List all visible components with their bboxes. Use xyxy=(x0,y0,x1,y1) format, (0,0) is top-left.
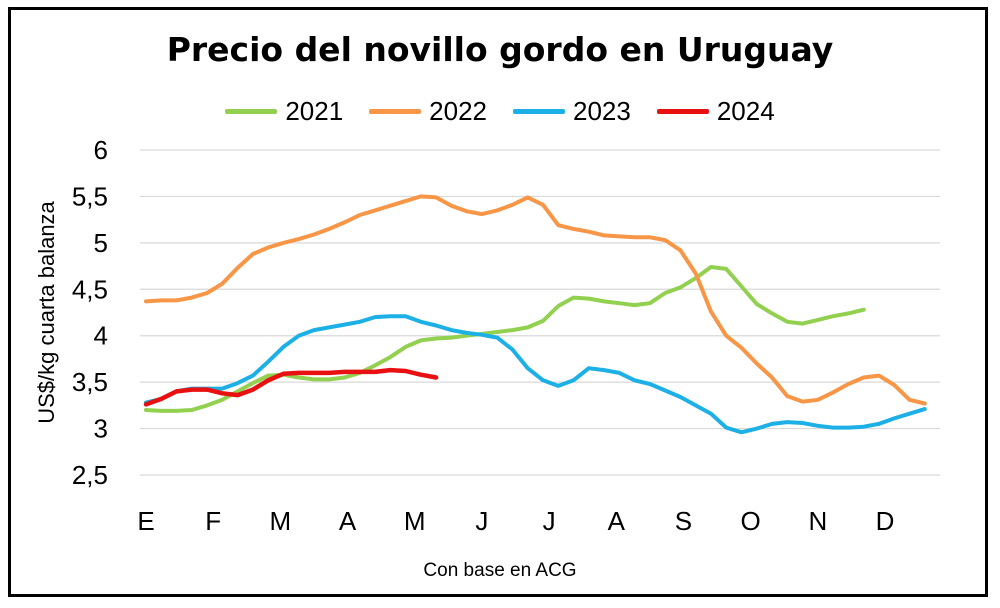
series-line-2021 xyxy=(144,265,866,413)
x-tick-label: J xyxy=(543,506,556,536)
legend-swatch xyxy=(513,109,565,114)
y-tick-label: 3 xyxy=(94,414,108,444)
x-tick-label: J xyxy=(475,506,488,536)
series-line-2022 xyxy=(144,194,927,406)
x-tick-label: N xyxy=(808,506,827,536)
x-tick-label: A xyxy=(339,506,357,536)
y-tick-label: 5,5 xyxy=(72,181,108,211)
legend-item-2021: 2021 xyxy=(225,96,343,127)
x-tick-label: E xyxy=(137,506,154,536)
series-line-2023 xyxy=(144,314,927,435)
legend-swatch xyxy=(369,109,422,114)
source-note: Con base en ACG xyxy=(423,560,577,581)
x-tick-label: M xyxy=(404,506,426,536)
legend-label: 2022 xyxy=(429,96,487,126)
legend-item-2023: 2023 xyxy=(513,96,631,127)
x-tick-label: F xyxy=(205,506,221,536)
chart-title: Precio del novillo gordo en Uruguay xyxy=(166,30,834,69)
legend-item-2024: 2024 xyxy=(656,96,775,127)
y-tick-label: 4 xyxy=(94,321,108,351)
y-axis-title: US$/kg cuarta balanza xyxy=(34,200,59,423)
y-tick-label: 4,5 xyxy=(72,274,108,304)
y-tick-label: 3,5 xyxy=(72,367,108,397)
legend-swatch xyxy=(225,109,278,114)
legend-label: 2021 xyxy=(285,96,344,126)
legend-item-2022: 2022 xyxy=(369,96,487,127)
legend-label: 2024 xyxy=(716,96,775,126)
legend-swatch xyxy=(656,109,709,114)
legend-label: 2023 xyxy=(573,96,631,126)
y-tick-label: 6 xyxy=(94,135,108,165)
x-tick-label: A xyxy=(608,506,626,536)
x-tick-label: M xyxy=(270,506,292,536)
y-tick-label: 2,5 xyxy=(72,460,108,490)
x-tick-label: D xyxy=(876,506,895,536)
series-line-2024 xyxy=(143,367,439,407)
x-tick-label: O xyxy=(741,506,761,536)
x-tick-label: S xyxy=(675,506,692,536)
y-tick-label: 5 xyxy=(94,228,108,258)
legend: 2021 2022 2023 2024 xyxy=(0,96,1000,127)
